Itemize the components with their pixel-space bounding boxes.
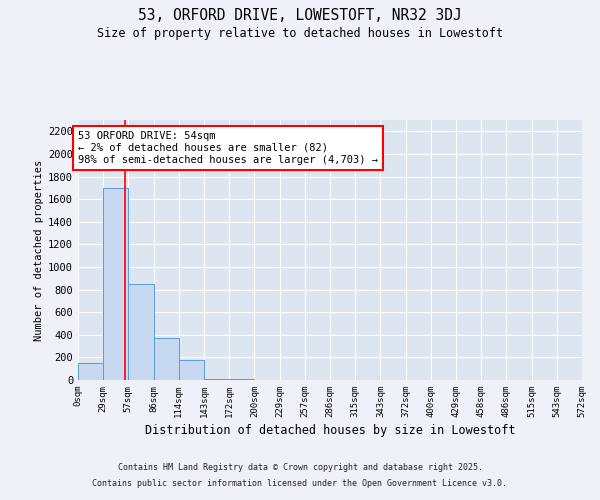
Bar [154,338,179,380]
Text: Contains HM Land Registry data © Crown copyright and database right 2025.: Contains HM Land Registry data © Crown c… [118,464,482,472]
Text: 53 ORFORD DRIVE: 54sqm
← 2% of detached houses are smaller (82)
98% of semi-deta: 53 ORFORD DRIVE: 54sqm ← 2% of detached … [78,132,378,164]
Text: 53, ORFORD DRIVE, LOWESTOFT, NR32 3DJ: 53, ORFORD DRIVE, LOWESTOFT, NR32 3DJ [138,8,462,22]
Bar [103,188,128,380]
Text: Contains public sector information licensed under the Open Government Licence v3: Contains public sector information licen… [92,478,508,488]
Bar [179,360,204,380]
Bar [204,379,229,380]
Y-axis label: Number of detached properties: Number of detached properties [34,160,44,340]
X-axis label: Distribution of detached houses by size in Lowestoft: Distribution of detached houses by size … [145,424,515,437]
Bar [78,363,103,380]
Text: Size of property relative to detached houses in Lowestoft: Size of property relative to detached ho… [97,28,503,40]
Bar [128,284,154,380]
